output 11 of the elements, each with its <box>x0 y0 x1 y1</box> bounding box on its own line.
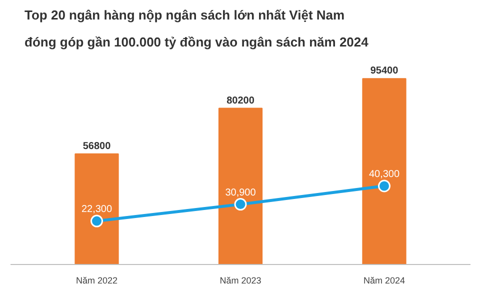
data-label: 95400 <box>370 66 399 77</box>
data-label: 30,900 <box>225 187 256 198</box>
chart-subtitle: đóng góp gần 100.000 tỷ đồng vào ngân sách năm 2024 <box>24 34 370 50</box>
data-label: 40,300 <box>368 168 400 180</box>
x-tick-label: Năm 2022 <box>76 276 118 286</box>
x-tick-label: Năm 2023 <box>220 276 262 286</box>
chart-title: Top 20 ngân hàng nộp ngân sách lớn nhất Việt Nam <box>24 8 345 22</box>
x-tick-label: Năm 2024 <box>363 276 406 286</box>
data-label: 22,300 <box>81 204 112 216</box>
data-label: 80200 <box>226 95 255 106</box>
data-label: 56800 <box>82 140 112 152</box>
